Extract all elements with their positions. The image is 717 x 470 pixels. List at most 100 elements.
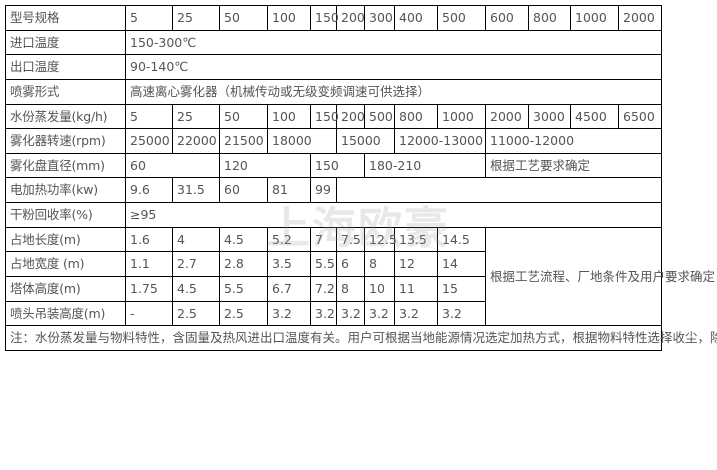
value-cell: 2000 <box>485 103 529 130</box>
row-label-models: 型号规格 <box>5 5 126 31</box>
value-cell: 21500 <box>219 128 268 154</box>
table-row-water-evaporation: 水份蒸发量(kg/h) 5 25 50 100 150 200 500 800 … <box>5 103 662 130</box>
row-label-atomizer-speed: 雾化器转速(rpm) <box>5 128 126 154</box>
value-cell: 180-210 <box>364 152 486 179</box>
specification-table-container: 型号规格 5 25 50 100 150 200 300 400 500 600… <box>0 5 717 470</box>
value-cell: 2.7 <box>172 251 220 277</box>
specification-table: 型号规格 5 25 50 100 150 200 300 400 500 600… <box>5 5 717 351</box>
value-cell: 22000 <box>172 128 220 154</box>
value-cell: 5 <box>125 103 173 130</box>
value-outlet-temperature: 90-140℃ <box>125 54 662 80</box>
model-cell: 50 <box>219 5 268 31</box>
row-label-nozzle-hoisting-height: 喷头吊装高度(m) <box>5 300 126 327</box>
value-cell: 60 <box>125 152 220 179</box>
footer-note: 注：水份蒸发量与物料特性，含固量及热风进出口温度有关。用户可根据当地能源情况选定… <box>5 325 717 351</box>
value-cell: 4500 <box>570 103 619 130</box>
value-cell: 3.2 <box>267 300 311 327</box>
value-cell: 7 <box>310 226 337 253</box>
value-dry-powder-recovery: ≥95 <box>125 202 662 228</box>
value-cell: 3.5 <box>267 251 311 277</box>
row-label-atomizer-disc-diameter: 雾化盘直径(mm) <box>5 152 126 179</box>
value-cell: 12.5 <box>364 226 397 253</box>
value-cell: 6500 <box>618 103 662 130</box>
value-cell: 11 <box>394 275 438 302</box>
value-cell: 3.2 <box>364 300 395 327</box>
value-cell: 14.5 <box>437 226 486 253</box>
row-label-floor-length: 占地长度(m) <box>5 226 126 253</box>
value-cell: 31.5 <box>172 177 220 203</box>
value-cell: 6 <box>336 251 365 277</box>
value-cell: 3.2 <box>310 300 337 327</box>
value-cell: 150 <box>310 152 365 179</box>
value-cell: 99 <box>310 177 337 203</box>
value-cell: 10 <box>364 275 395 302</box>
value-cell: 800 <box>394 103 438 130</box>
table-row-outlet-temperature: 出口温度 90-140℃ <box>5 54 662 80</box>
model-cell: 25 <box>172 5 220 31</box>
row-label-spray-form: 喷雾形式 <box>5 78 126 105</box>
value-cell: 11000-12000 <box>485 128 662 154</box>
table-row-floor-width: 占地宽度 (m) 1.1 2.7 2.8 3.5 5.5 6 8 12 14 <box>5 251 662 277</box>
value-cell: 4 <box>172 226 220 253</box>
value-cell: 15000 <box>336 128 395 154</box>
value-cell: 1.6 <box>125 226 173 253</box>
value-cell: 12 <box>394 251 438 277</box>
row-label-inlet-temperature: 进口温度 <box>5 29 126 56</box>
row-label-tower-height: 塔体高度(m) <box>5 275 126 302</box>
model-cell: 150 <box>310 5 339 31</box>
value-cell: 60 <box>219 177 268 203</box>
row-label-dry-powder-recovery: 干粉回收率(%) <box>5 202 126 228</box>
value-cell: 3.2 <box>437 300 486 327</box>
table-row-electric-heating-power: 电加热功率(kw) 9.6 31.5 60 81 99 <box>5 177 662 203</box>
value-cell: 81 <box>267 177 311 203</box>
value-cell: 50 <box>219 103 268 130</box>
value-cell: 13.5 <box>394 226 438 253</box>
table-row-dry-powder-recovery: 干粉回收率(%) ≥95 <box>5 202 662 228</box>
value-cell: 1.1 <box>125 251 173 277</box>
value-cell: 100 <box>267 103 311 130</box>
value-cell: 5.5 <box>310 251 337 277</box>
table-row-tower-height: 塔体高度(m) 1.75 4.5 5.5 6.7 7.2 8 10 11 15 <box>5 275 662 302</box>
value-cell: 3000 <box>528 103 571 130</box>
value-cell: 2.5 <box>219 300 268 327</box>
value-inlet-temperature: 150-300℃ <box>125 29 662 56</box>
model-cell: 800 <box>528 5 571 31</box>
value-cell: 18000 <box>267 128 337 154</box>
value-cell: 500 <box>364 103 395 130</box>
value-cell: 25 <box>172 103 220 130</box>
model-cell: 1000 <box>570 5 619 31</box>
value-cell: 4.5 <box>172 275 220 302</box>
value-cell-process-note: 根据工艺要求确定 <box>485 152 662 179</box>
value-cell: 7.5 <box>336 226 365 253</box>
model-cell: 200 <box>336 5 365 31</box>
value-cell: 200 <box>336 103 365 130</box>
value-cell: 2.5 <box>172 300 220 327</box>
row-label-outlet-temperature: 出口温度 <box>5 54 126 80</box>
table-row-atomizer-disc-diameter: 雾化盘直径(mm) 60 120 150 180-210 根据工艺要求确定 <box>5 152 662 179</box>
table-row-models: 型号规格 5 25 50 100 150 200 300 400 500 600… <box>5 5 662 31</box>
value-cell: 5.5 <box>219 275 268 302</box>
table-row-floor-length: 占地长度(m) 1.6 4 4.5 5.2 7 7.5 12.5 13.5 14… <box>5 226 715 327</box>
model-cell: 2000 <box>618 5 662 31</box>
value-cell: 5.2 <box>267 226 311 253</box>
model-cell: 5 <box>125 5 173 31</box>
value-cell: 14 <box>437 251 486 277</box>
value-cell: - <box>125 300 173 327</box>
value-cell: 15 <box>437 275 486 302</box>
value-cell: 1000 <box>437 103 486 130</box>
value-cell: 7.2 <box>310 275 337 302</box>
value-cell: 3.2 <box>336 300 365 327</box>
value-cell: 12000-13000 <box>394 128 486 154</box>
model-cell: 100 <box>267 5 311 31</box>
value-cell: 8 <box>364 251 395 277</box>
model-cell: 300 <box>364 5 395 31</box>
value-cell: 8 <box>336 275 365 302</box>
value-cell: 150 <box>310 103 339 130</box>
table-row-spray-form: 喷雾形式 高速离心雾化器（机械传动或无级变频调速可供选择） <box>5 78 662 105</box>
dimension-determination-note: 根据工艺流程、厂地条件及用户要求确定 <box>485 226 715 327</box>
value-cell: 25000 <box>125 128 173 154</box>
value-cell: 3.2 <box>394 300 438 327</box>
value-cell-empty <box>336 177 662 203</box>
row-label-water-evaporation: 水份蒸发量(kg/h) <box>5 103 126 130</box>
row-label-electric-heating-power: 电加热功率(kw) <box>5 177 126 203</box>
